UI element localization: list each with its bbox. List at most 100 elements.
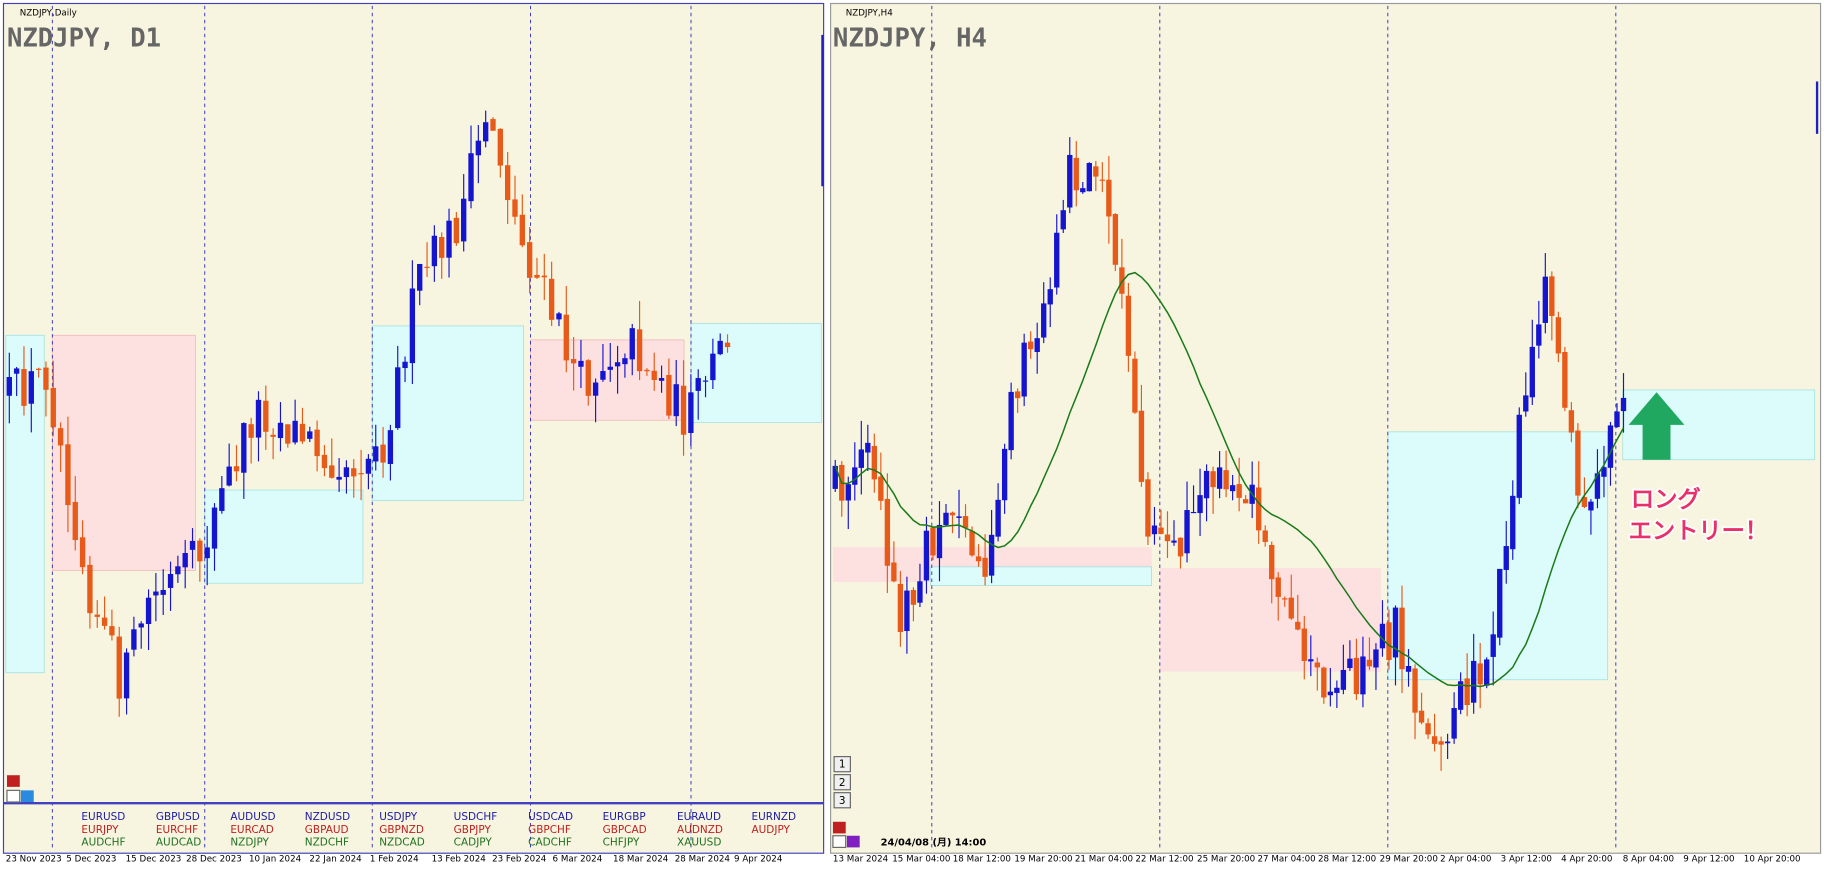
- candle-body: [248, 424, 254, 438]
- candle-body: [380, 444, 386, 463]
- candle-body: [285, 424, 291, 444]
- candle-body: [519, 214, 525, 246]
- candle-body: [512, 199, 518, 217]
- candle-body: [1093, 166, 1099, 177]
- candle-body: [329, 465, 335, 478]
- candle-body: [1405, 666, 1412, 672]
- candle-body: [175, 566, 181, 575]
- candle-body: [1067, 154, 1073, 208]
- candle-body: [160, 589, 166, 595]
- candle-body: [1060, 210, 1066, 230]
- tab-label: 1: [839, 759, 846, 771]
- candle-body: [1497, 568, 1503, 638]
- close-button[interactable]: [832, 835, 847, 848]
- candle-body: [1412, 668, 1418, 713]
- candle-body: [1236, 484, 1242, 498]
- close-button[interactable]: [6, 775, 20, 787]
- candle-body: [614, 362, 621, 367]
- candle-body: [1451, 708, 1457, 739]
- candle-body: [101, 617, 108, 626]
- candle-body: [1431, 736, 1438, 744]
- candle-body: [490, 119, 496, 131]
- candle-body: [858, 449, 864, 468]
- candle-body: [1184, 510, 1190, 554]
- candle-body: [1001, 448, 1008, 501]
- tab[interactable]: [833, 774, 851, 791]
- candle-body: [1373, 649, 1379, 668]
- candle-body: [988, 534, 995, 576]
- x-label: 22 Mar 12:00: [1135, 855, 1193, 865]
- candles: [6, 110, 1627, 771]
- candle-body: [622, 358, 628, 365]
- candle-body: [336, 476, 342, 480]
- candle-body: [497, 128, 504, 166]
- candle-body: [483, 122, 489, 142]
- candle-body: [534, 274, 540, 278]
- candle-body: [570, 359, 577, 364]
- zone: [371, 325, 524, 501]
- candle-body: [1151, 525, 1158, 535]
- candle-body: [395, 367, 401, 429]
- symbol: NZDUSD: [305, 811, 350, 823]
- candle-body: [439, 237, 445, 258]
- candle-body: [845, 484, 851, 501]
- candle-body: [1321, 667, 1327, 698]
- candle-body: [1549, 276, 1555, 316]
- symbol: EURCHF: [156, 824, 198, 836]
- candle-body: [1008, 391, 1014, 451]
- candle-body: [123, 652, 130, 699]
- candle-body: [1112, 214, 1119, 265]
- candle-body: [1392, 607, 1399, 658]
- candle-body: [226, 466, 232, 486]
- symbol: USDCHF: [454, 811, 498, 823]
- x-label: 25 Mar 20:00: [1197, 855, 1255, 865]
- candle-body: [1014, 391, 1021, 399]
- symbol: CADCHF: [528, 837, 572, 849]
- candle-body: [982, 557, 988, 577]
- x-label: 19 Mar 20:00: [1014, 855, 1072, 865]
- candle-body: [1145, 479, 1151, 537]
- toggle-button[interactable]: [846, 835, 860, 848]
- toggle-button[interactable]: [20, 790, 34, 802]
- x-label: 10 Apr 20:00: [1744, 855, 1801, 865]
- candle-body: [1106, 179, 1112, 217]
- x-label: 4 Apr 20:00: [1561, 855, 1612, 865]
- symbol: EURJPY: [81, 824, 119, 836]
- tab[interactable]: [833, 792, 851, 809]
- candle-body: [475, 140, 482, 156]
- chart-label: NZDJPY, D1: [7, 24, 161, 54]
- candle-body: [50, 387, 56, 428]
- symbol: AUDNZD: [677, 824, 723, 836]
- candle-body: [1047, 289, 1053, 305]
- candle-body: [1594, 473, 1601, 499]
- candle-body: [72, 501, 78, 541]
- symbol: XAUUSD: [677, 837, 721, 849]
- candle-body: [975, 556, 982, 562]
- candle-body: [241, 423, 247, 473]
- close-button[interactable]: [6, 789, 21, 803]
- candle-body: [1041, 303, 1047, 338]
- candle-body: [1269, 544, 1275, 580]
- candle-body: [409, 288, 416, 364]
- candle-body: [1314, 662, 1320, 668]
- candle-body: [358, 473, 364, 475]
- candle-body: [1510, 495, 1516, 550]
- candle-body: [1073, 157, 1079, 191]
- candle-body: [1301, 628, 1307, 661]
- x-label: 21 Mar 04:00: [1075, 855, 1133, 865]
- candle-body: [1138, 410, 1145, 482]
- candle-body: [1529, 346, 1535, 398]
- candle-body: [585, 360, 591, 396]
- x-label: 18 Mar 12:00: [953, 855, 1011, 865]
- candle-body: [87, 564, 93, 614]
- candle-body: [6, 376, 12, 396]
- candle-body: [1607, 425, 1614, 468]
- candle-body: [1327, 691, 1334, 696]
- close-button[interactable]: [832, 821, 846, 834]
- tab[interactable]: [833, 756, 851, 773]
- candle-body: [1308, 659, 1314, 662]
- candle-body: [1562, 352, 1568, 408]
- candle-body: [57, 428, 64, 446]
- symbol: GBPCAD: [603, 824, 647, 836]
